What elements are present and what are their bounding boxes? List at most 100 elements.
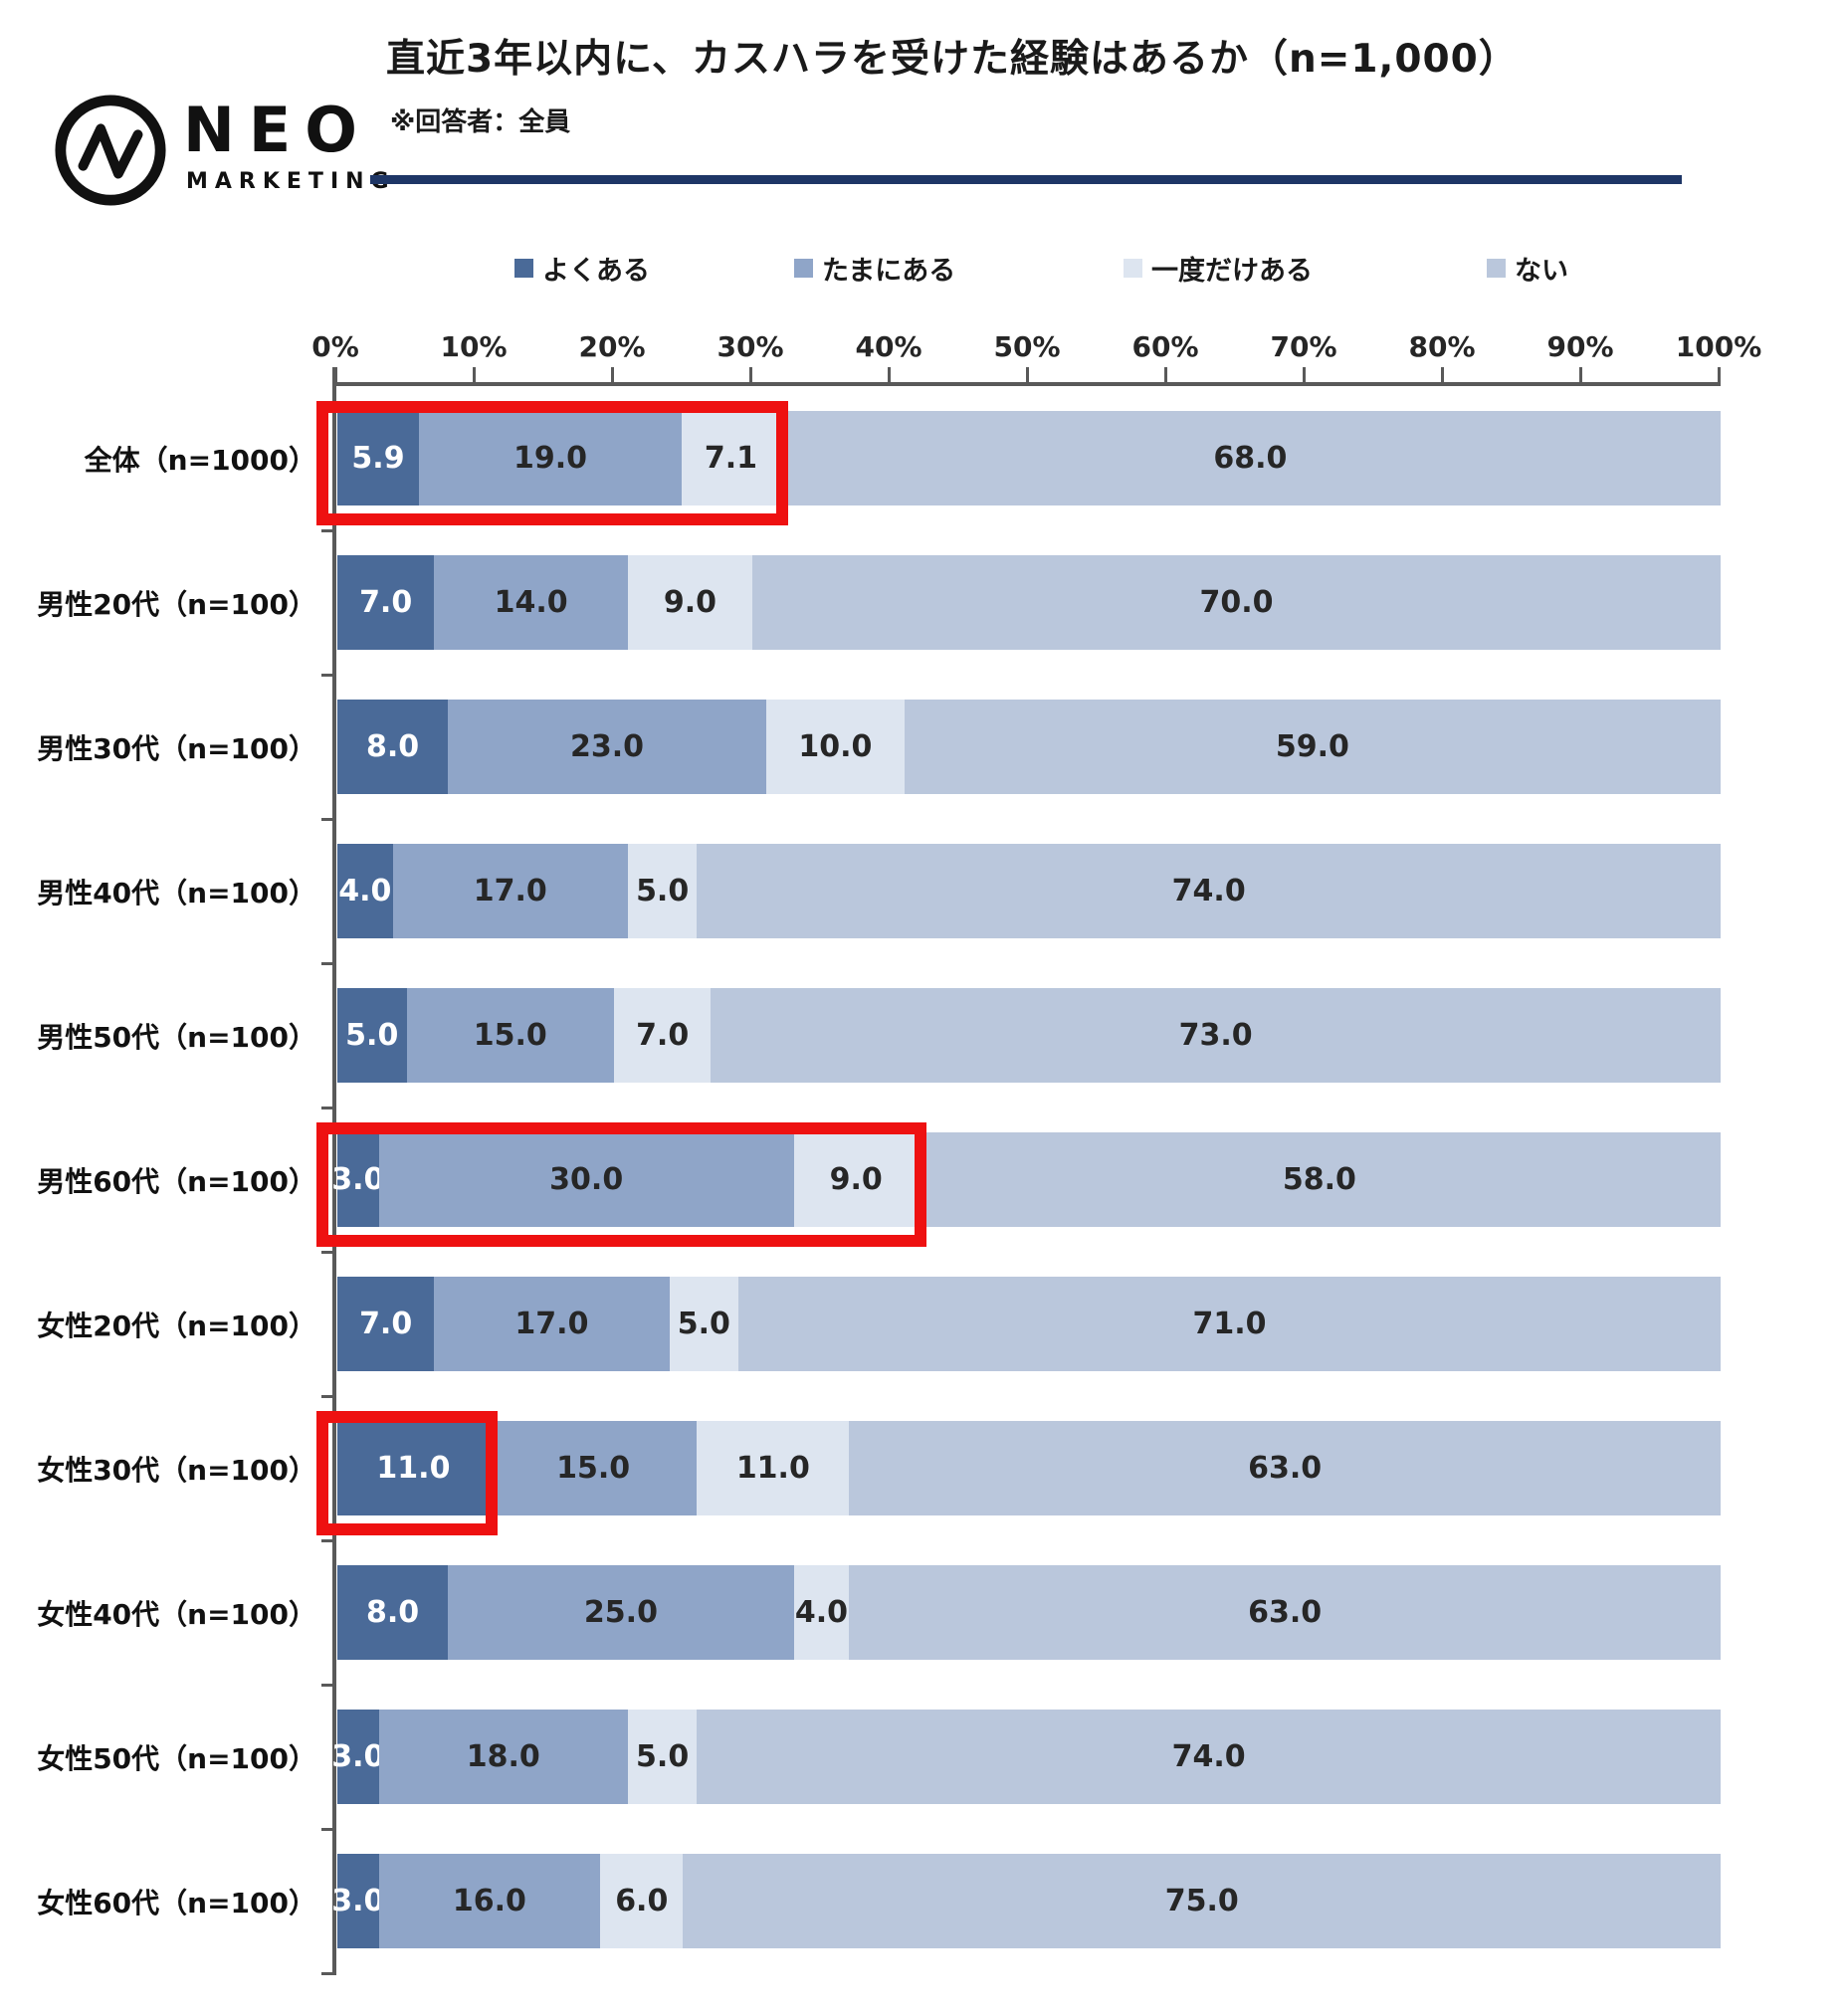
- bar-segment: 16.0: [378, 1854, 601, 1948]
- logo-subtext: MARKETING: [186, 169, 396, 194]
- bar-value-label: 70.0: [1199, 585, 1274, 620]
- bar-segment: 5.0: [669, 1277, 739, 1371]
- category-label: 女性40代（n=100）: [37, 1597, 316, 1631]
- bar-segment: 8.0: [337, 1565, 449, 1660]
- legend-item: ない: [1487, 249, 1568, 288]
- x-axis-tick-label: 100%: [1675, 330, 1762, 363]
- bar-row: 7.0 17.0 5.0 71.0: [337, 1277, 1721, 1371]
- bar-segment: 58.0: [918, 1132, 1721, 1227]
- bar-value-label: 17.0: [473, 874, 547, 908]
- legend-item: たまにある: [794, 249, 955, 288]
- bar-row: 8.0 23.0 10.0 59.0: [337, 700, 1721, 794]
- bar-segment: 71.0: [738, 1277, 1721, 1371]
- category-label: 男性60代（n=100）: [37, 1164, 316, 1198]
- bar-value-label: 3.0: [331, 1739, 385, 1774]
- legend-item: 一度だけある: [1124, 249, 1313, 288]
- bar-row: 7.0 14.0 9.0 70.0: [337, 555, 1721, 650]
- x-axis-tick-label: 80%: [1408, 330, 1476, 363]
- bar-segment: 11.0: [697, 1421, 850, 1515]
- bar-value-label: 63.0: [1248, 1451, 1323, 1486]
- y-axis-line: [332, 367, 336, 1975]
- bar-value-label: 11.0: [735, 1451, 810, 1486]
- x-axis-tick: [1440, 367, 1444, 384]
- bar-value-label: 8.0: [366, 729, 420, 764]
- y-axis-tick: [321, 1684, 334, 1687]
- bar-value-label: 15.0: [556, 1451, 631, 1486]
- bar-value-label: 74.0: [1171, 874, 1246, 908]
- category-label: 女性60代（n=100）: [37, 1886, 316, 1919]
- bar-segment: 18.0: [378, 1710, 628, 1804]
- bar-value-label: 5.0: [345, 1018, 399, 1053]
- bar-segment: 14.0: [434, 555, 628, 650]
- bar-segment: 23.0: [448, 700, 766, 794]
- legend-swatch-icon: [794, 259, 813, 278]
- bar-value-label: 15.0: [473, 1018, 547, 1053]
- bar-segment: 5.0: [627, 1710, 698, 1804]
- x-axis-tick: [748, 367, 752, 384]
- x-axis-line: [335, 382, 1721, 386]
- legend-swatch-icon: [514, 259, 533, 278]
- bar-value-label: 5.9: [351, 441, 405, 476]
- bar-segment: 5.0: [337, 988, 407, 1083]
- y-axis-tick: [321, 674, 334, 677]
- x-axis-tick-label: 60%: [1131, 330, 1199, 363]
- x-axis-tick-label: 70%: [1270, 330, 1337, 363]
- bar-segment: 25.0: [448, 1565, 794, 1660]
- bar-value-label: 18.0: [466, 1739, 540, 1774]
- legend-label: よくある: [542, 256, 650, 287]
- bar-row: 3.0 18.0 5.0 74.0: [331, 1710, 1721, 1804]
- bar-value-label: 5.0: [636, 874, 690, 908]
- bar-value-label: 4.0: [338, 874, 392, 908]
- bar-segment: 6.0: [600, 1854, 684, 1948]
- bar-row: 5.9 19.0 7.1 68.0: [337, 411, 1721, 505]
- x-axis-tick-label: 20%: [578, 330, 646, 363]
- bar-value-label: 11.0: [376, 1451, 451, 1486]
- bar-segment: 11.0: [337, 1421, 490, 1515]
- x-axis-tick-label: 50%: [993, 330, 1061, 363]
- bar-segment: 9.0: [793, 1132, 919, 1227]
- bar-value-label: 17.0: [514, 1307, 589, 1341]
- x-axis-tick: [610, 367, 614, 384]
- bar-value-label: 14.0: [494, 585, 568, 620]
- neo-marketing-logo-icon: [55, 95, 166, 206]
- category-label: 女性20代（n=100）: [37, 1309, 316, 1342]
- legend-swatch-icon: [1124, 259, 1142, 278]
- y-axis-tick: [321, 529, 334, 532]
- bar-value-label: 73.0: [1178, 1018, 1253, 1053]
- bar-value-label: 59.0: [1275, 729, 1349, 764]
- bar-segment: 5.9: [337, 411, 419, 505]
- bar-segment: 10.0: [765, 700, 905, 794]
- bar-row: 3.0 16.0 6.0 75.0: [331, 1854, 1721, 1948]
- bar-segment: 5.0: [627, 844, 698, 938]
- category-label: 全体（n=1000）: [84, 443, 316, 477]
- bar-segment: 17.0: [434, 1277, 670, 1371]
- bar-value-label: 58.0: [1282, 1162, 1356, 1197]
- bar-value-label: 6.0: [615, 1884, 669, 1918]
- bar-segment: 7.0: [337, 555, 435, 650]
- bar-value-label: 7.0: [636, 1018, 690, 1053]
- bar-value-label: 25.0: [583, 1595, 658, 1630]
- legend-swatch-icon: [1487, 259, 1506, 278]
- category-label: 男性30代（n=100）: [37, 731, 316, 765]
- bar-value-label: 7.0: [359, 1307, 413, 1341]
- bar-value-label: 3.0: [331, 1884, 385, 1918]
- bar-segment: 68.0: [779, 411, 1721, 505]
- chart-title: 直近3年以内に、カスハラを受けた経験はあるか（n=1,000）: [386, 37, 1519, 82]
- bar-segment: 17.0: [392, 844, 628, 938]
- bar-segment: 7.0: [337, 1277, 435, 1371]
- bar-segment: 4.0: [337, 844, 393, 938]
- bar-segment: 63.0: [849, 1421, 1721, 1515]
- bar-row: 4.0 17.0 5.0 74.0: [337, 844, 1721, 938]
- y-axis-tick: [321, 1972, 334, 1975]
- category-label: 男性40代（n=100）: [37, 876, 316, 909]
- bar-value-label: 9.0: [663, 585, 717, 620]
- x-axis-tick: [1302, 367, 1306, 384]
- bar-row: 8.0 25.0 4.0 63.0: [337, 1565, 1721, 1660]
- bar-row: 3.0 30.0 9.0 58.0: [331, 1132, 1721, 1227]
- x-axis-tick: [1578, 367, 1582, 384]
- bar-segment: 9.0: [627, 555, 752, 650]
- bar-segment: 74.0: [697, 844, 1721, 938]
- x-axis-tick: [472, 367, 476, 384]
- bar-value-label: 75.0: [1164, 1884, 1239, 1918]
- bar-value-label: 7.0: [359, 585, 413, 620]
